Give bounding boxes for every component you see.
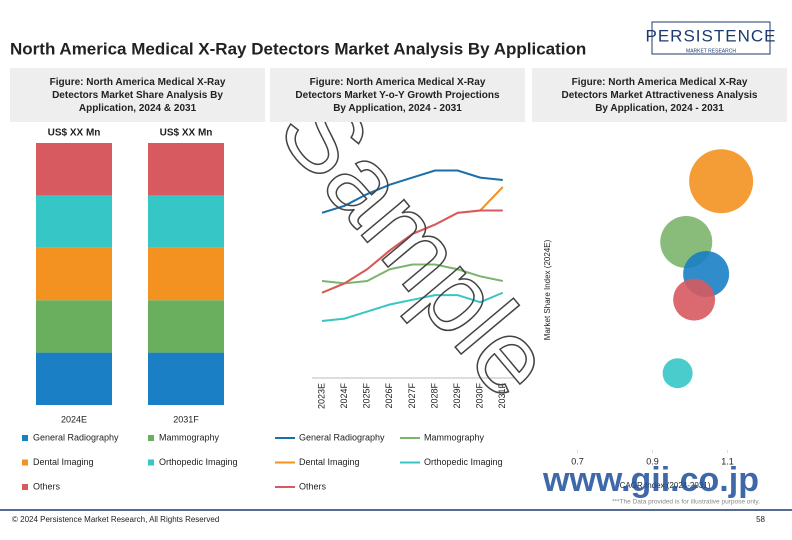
legend-label: Dental Imaging [299,457,360,467]
figure-title: Figure: North America Medical X-Ray Dete… [10,68,265,122]
x-tick-label: 2031F [173,414,199,424]
x-tick-label: 2029F [452,383,462,409]
logo: PERSISTENCE [646,26,777,45]
series-line [321,169,503,214]
legend-swatch [148,435,154,441]
legend-label: Dental Imaging [33,457,94,467]
bar-segment [148,247,224,301]
series-line [321,209,503,294]
bar-segment [36,247,112,301]
legend-swatch [22,435,28,441]
legend-swatch [22,484,28,490]
x-tick-label: 2031F [497,383,507,409]
legend-label: Mammography [424,432,485,442]
legend-swatch [148,459,154,466]
legend-swatch [22,459,28,466]
disclaimer: ***The Data provided is for illustrative… [612,499,760,506]
legend-label: Others [33,481,61,491]
bar-segment [36,300,112,353]
x-tick-label: 2026F [384,383,394,409]
x-axis-label: CAGR Index (2024-2031) [620,481,711,490]
x-tick-label: 1.1 [721,456,734,466]
bar-segment [148,143,224,196]
bar-label: US$ XX Mn [48,128,101,139]
site-watermark: www.gii.co.jp [542,461,759,499]
figure-title: Figure: North America Medical X-Ray Dete… [270,68,525,122]
x-tick-label: 2030F [475,383,485,409]
figure-title: Figure: North America Medical X-Ray Dete… [532,68,787,122]
logo-sub: MARKET RESEARCH [686,48,736,54]
bar-segment [36,352,112,405]
x-tick-label: 0.7 [571,456,584,466]
x-tick-label: 2024E [61,414,87,424]
y-axis-label: Market Share Index (2024E) [543,239,552,340]
x-tick-label: 2024F [339,383,349,409]
bar-segment [148,300,224,353]
x-tick-label: 0.9 [646,456,659,466]
copyright: © 2024 Persistence Market Research, All … [12,515,219,524]
x-tick-label: 2025F [362,383,372,409]
legend-label: General Radiography [299,432,385,442]
bar-segment [36,195,112,248]
x-tick-label: 2023E [316,383,326,409]
legend-label: General Radiography [33,432,119,442]
bar-label: US$ XX Mn [160,128,213,139]
series-line [321,263,504,285]
legend-label: Orthopedic Imaging [159,457,238,467]
x-tick-label: 2027F [407,383,417,409]
page-number: 58 [756,515,765,524]
legend-label: Mammography [159,432,220,442]
bubble [662,358,693,389]
legend-label: Orthopedic Imaging [424,457,503,467]
bar-segment [148,195,224,248]
bubble [689,149,754,214]
x-tick-label: 2028F [429,383,439,409]
logo-box [651,21,771,55]
series-line [321,291,504,322]
bubble [673,278,716,321]
sample-watermark: Sample [257,71,575,419]
legend-label: Others [299,481,327,491]
page-title: North America Medical X-Ray Detectors Ma… [10,39,586,58]
bar-segment [36,143,112,196]
bar-segment [148,352,224,405]
